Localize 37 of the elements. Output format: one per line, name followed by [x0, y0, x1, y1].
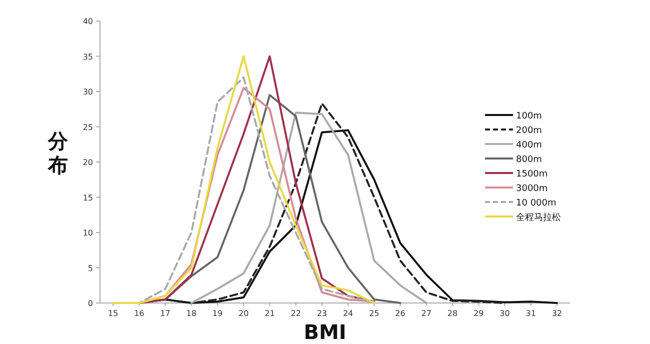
y-tick-label: 35 — [82, 52, 93, 62]
x-tick-label: 24 — [342, 309, 354, 318]
y-axis-title: 分布 — [47, 129, 69, 177]
y-tick-label: 20 — [82, 158, 93, 167]
y-tick-label: 5 — [88, 264, 93, 273]
x-tick-label: 30 — [500, 309, 510, 318]
y-tick-label: 30 — [82, 88, 93, 96]
x-tick-label: 26 — [395, 309, 406, 318]
x-tick-label: 31 — [526, 309, 536, 318]
legend-label: 10 000m — [516, 198, 556, 208]
y-tick-label: 10 — [82, 228, 93, 238]
legend-label: 3000m — [516, 184, 548, 194]
y-tick-label: 0 — [88, 299, 93, 308]
x-tick-label: 21 — [264, 309, 275, 318]
x-tick-label: 22 — [290, 309, 301, 318]
x-tick-label: 19 — [212, 309, 223, 318]
x-tick-label: 18 — [186, 309, 196, 318]
x-tick-label: 23 — [316, 309, 328, 318]
x-axis-title: BMI — [304, 320, 346, 344]
legend-label: 800m — [516, 155, 542, 165]
x-tick-label: 29 — [474, 309, 484, 318]
x-tick-label: 20 — [238, 309, 249, 318]
y-tick-label: 15 — [82, 193, 93, 202]
legend-label: 400m — [516, 140, 542, 150]
legend-label: 全程马拉松 — [516, 212, 561, 223]
y-tick-label: 40 — [82, 17, 93, 26]
legend-label: 200m — [516, 126, 542, 136]
x-tick-label: 16 — [134, 309, 144, 318]
x-tick-label: 32 — [552, 309, 562, 318]
x-tick-label: 28 — [447, 309, 458, 318]
y-tick-label: 25 — [82, 122, 93, 132]
legend-label: 1500m — [516, 170, 548, 180]
x-tick-label: 27 — [421, 309, 432, 318]
x-tick-label: 17 — [160, 309, 170, 318]
x-tick-label: 25 — [369, 309, 380, 318]
x-tick-label: 15 — [108, 309, 118, 318]
legend-label: 100m — [516, 112, 542, 122]
